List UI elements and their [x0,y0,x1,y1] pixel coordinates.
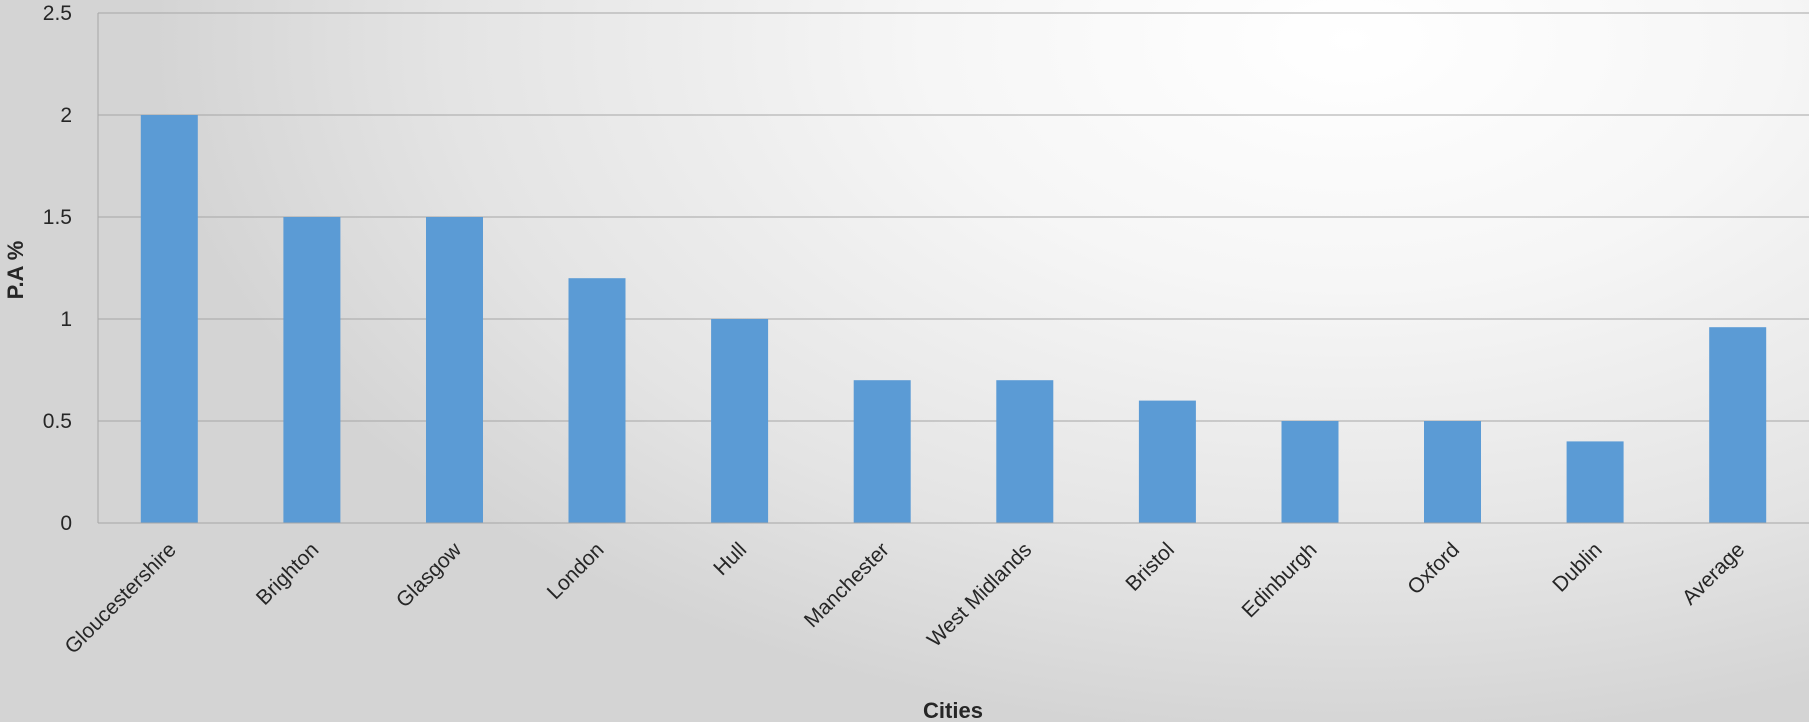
x-tick-label: Brighton [252,538,324,610]
y-tick-label: 0.5 [43,410,72,433]
bar [1709,327,1767,523]
x-axis-title: Cities [923,698,983,722]
y-tick-label: 2 [60,104,72,127]
bar [996,380,1054,523]
x-tick-label: Gloucestershire [61,538,181,658]
x-tick-label: Edinburgh [1238,538,1322,622]
x-tick-label: Average [1678,538,1749,609]
bar [1281,421,1339,523]
bar [711,319,769,523]
bar [140,115,198,523]
y-axis-title: P.A % [3,241,28,300]
bar [853,380,911,523]
x-tick-label: Glasgow [392,538,467,613]
y-tick-label: 2.5 [43,2,72,25]
x-tick-label: Bristol [1121,538,1179,596]
bar [426,217,483,523]
bar [283,217,341,523]
gridlines [98,12,1809,524]
x-tick-label: Manchester [800,538,894,632]
bars [140,115,1767,523]
y-tick-labels: 0 0.5 1 1.5 2 2.5 [43,2,72,535]
bar [1138,400,1196,523]
x-tick-label: West Midlands [923,538,1036,651]
y-tick-label: 0 [60,512,72,535]
y-tick-label: 1 [60,308,72,331]
x-tick-label: Dublin [1548,538,1606,596]
y-tick-label: 1.5 [43,206,72,229]
axes [97,13,1809,524]
bar [1424,421,1481,523]
bar [1566,441,1624,523]
x-tick-label: Oxford [1403,538,1464,599]
x-tick-label: Hull [709,538,751,580]
bar [568,278,626,523]
x-tick-labels: Gloucestershire Brighton Glasgow London Hull… [61,538,1750,659]
x-tick-label: London [543,538,609,604]
